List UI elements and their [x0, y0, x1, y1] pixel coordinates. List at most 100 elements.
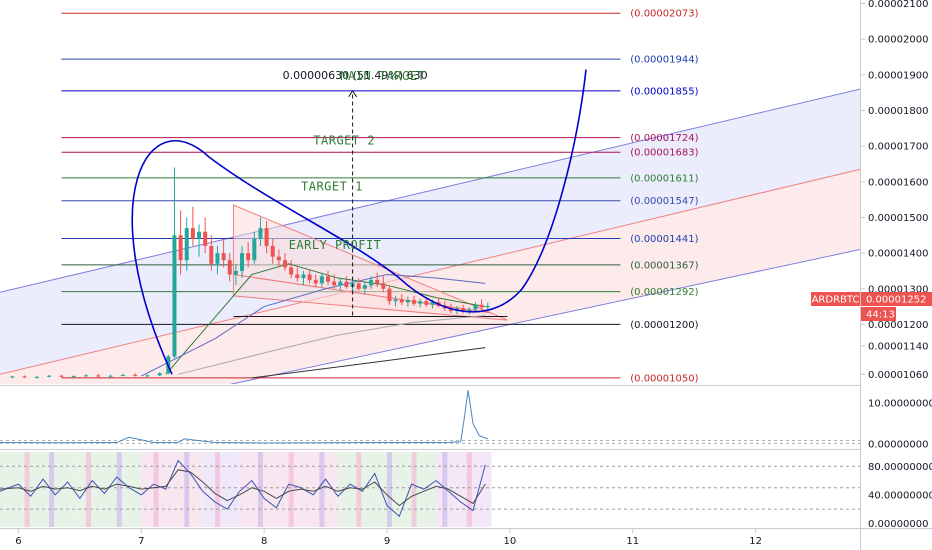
candle-body-54: [418, 301, 423, 304]
candle-body-41: [338, 281, 343, 286]
candle-body-15: [178, 235, 183, 261]
candle-body-33: [289, 267, 294, 275]
candle-body-31: [276, 256, 281, 261]
osc-k-line: [0, 459, 486, 518]
price-tick-label-4: 0.00001700: [868, 142, 928, 153]
annotation-0: MAIN TARGET: [340, 69, 425, 83]
candle-body-8: [108, 375, 113, 377]
price-tick-label-10: 0.00001140: [868, 341, 928, 352]
measure-tool: 0.00000630 (51.49%) 630: [283, 69, 428, 316]
measure-label: 0.00000630 (51.49%) 630: [283, 69, 428, 82]
candle-body-44: [356, 283, 361, 289]
osc-stripe-2: [86, 452, 91, 527]
candle-body-53: [412, 300, 417, 304]
symbol-tag: [811, 292, 860, 306]
osc-stripe-5: [184, 452, 190, 527]
price-tick-label-7: 0.00001400: [868, 249, 928, 260]
measure-arrow: [348, 90, 358, 98]
candle-body-21: [215, 253, 220, 264]
candle-body-6: [84, 375, 88, 377]
red-channel-fill: [0, 169, 860, 384]
wedge-lower: [232, 273, 508, 321]
ma-long: [251, 347, 486, 379]
price-tick-label-3: 0.00001800: [868, 106, 928, 117]
moving-averages: [141, 263, 486, 379]
regression-channels: [0, 88, 860, 384]
candle-body-46: [369, 279, 374, 286]
candle-body-22: [221, 253, 226, 261]
oscillator-pane: [0, 452, 860, 527]
fib-label-4: (0.00001683): [630, 148, 698, 159]
channel-upper-line: [0, 88, 860, 293]
candle-body-47: [375, 279, 380, 284]
fib-label-1: (0.00001944): [630, 55, 698, 66]
candle-body-27: [252, 238, 257, 261]
projection-curve: [131, 69, 587, 375]
time-axis[interactable]: 6 7 8 9 10 11 12: [15, 528, 762, 547]
channel-mid-line: [0, 168, 860, 375]
osc-tick-label-0: 80.00000000: [868, 462, 932, 473]
candle-body-32: [283, 260, 288, 268]
candle-body-59: [448, 308, 453, 311]
osc-tick-label-2: 0.00000000: [868, 519, 928, 530]
osc-stripe-13: [442, 452, 448, 527]
volume-line: [0, 390, 488, 444]
candle-body-25: [240, 253, 245, 271]
channel-lower-line: [229, 249, 860, 384]
candle-body-64: [479, 304, 484, 308]
candle-body-14: [172, 235, 177, 357]
fib-label-3: (0.00001724): [630, 133, 698, 144]
price-tick-label-9: 0.00001200: [868, 320, 928, 331]
ma-mid: [141, 273, 486, 377]
price-tick-label-6: 0.00001500: [868, 213, 928, 224]
candle-body-7: [96, 375, 101, 377]
fib-label-2: (0.00001855): [630, 86, 698, 97]
annotation-1: TARGET 2: [313, 133, 375, 147]
candle-body-42: [344, 281, 349, 287]
time-tick-label-2: 8: [261, 536, 267, 547]
fib-label-9: (0.00001292): [630, 287, 698, 298]
candle-body-20: [209, 245, 214, 264]
oscillator-axis[interactable]: 80.00000000 40.00000000 0.00000000: [868, 462, 932, 530]
candle-body-48: [381, 283, 386, 289]
candle-body-4: [59, 375, 64, 377]
candle-body-50: [393, 299, 398, 302]
price-tick-label-2: 0.00001900: [868, 70, 928, 81]
time-tick-label-6: 12: [749, 536, 762, 547]
price-tick-label-1: 0.00002000: [868, 35, 928, 46]
candle-body-63: [473, 304, 478, 310]
time-tick-label-3: 9: [384, 536, 390, 547]
fib-label-5: (0.00001611): [630, 173, 698, 184]
price-tick-label-5: 0.00001600: [868, 177, 928, 188]
candle-body-2: [34, 376, 39, 378]
candle-body-52: [405, 300, 410, 303]
price-axis[interactable]: 0.00002100 0.00002000 0.00001900 0.00001800…: [860, 0, 928, 381]
countdown-value: 44:13: [866, 310, 895, 321]
candle-body-19: [203, 231, 208, 246]
volume-axis[interactable]: 10.00000000 0.00000000: [868, 399, 932, 451]
volume-tick-label-0: 10.00000000: [868, 399, 932, 410]
candle-body-17: [190, 228, 195, 239]
symbol-label: ARDRBTC: [812, 295, 860, 306]
candle-body-51: [399, 299, 404, 303]
candle-body-12: [157, 373, 162, 376]
osc-zone-2: [141, 452, 203, 527]
candle-body-23: [227, 260, 232, 275]
annotation-2: TARGET 1: [301, 180, 363, 194]
time-tick-label-5: 11: [626, 536, 639, 547]
candle-body-35: [301, 274, 306, 279]
volume-pane: [0, 390, 860, 444]
candle-body-56: [430, 302, 435, 305]
osc-stripe-6: [215, 452, 220, 527]
osc-stripe-9: [319, 452, 325, 527]
candle-body-10: [133, 375, 138, 377]
price-tick-label-0: 0.00002100: [868, 0, 928, 10]
osc-stripe-14: [466, 452, 472, 527]
osc-tick-label-1: 40.00000000: [868, 490, 932, 501]
candle-body-38: [319, 276, 324, 284]
candle-body-0: [10, 376, 15, 378]
blue-channel-fill: [0, 89, 860, 375]
osc-stripe-3: [116, 452, 122, 527]
osc-zone-3: [202, 452, 240, 527]
